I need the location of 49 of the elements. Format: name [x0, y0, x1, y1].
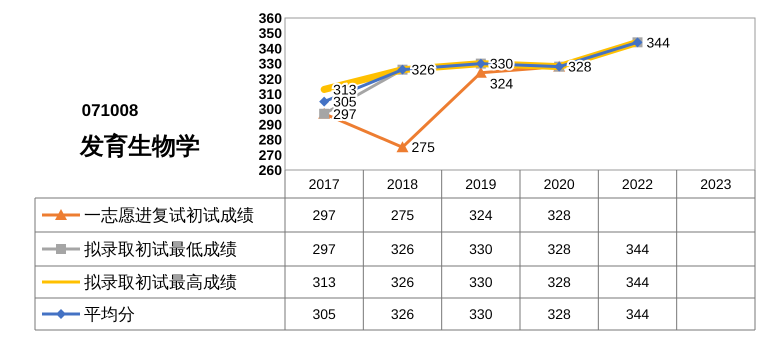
- annotation: 326: [412, 62, 436, 78]
- data-label: 328: [547, 274, 572, 290]
- data-label: 326: [390, 241, 414, 257]
- data-label: 344: [626, 306, 650, 322]
- data-label: 328: [547, 241, 572, 257]
- y-tick-label: 280: [258, 132, 282, 148]
- y-tick-label: 360: [258, 10, 282, 26]
- annotation: 328: [568, 58, 592, 75]
- y-tick-label: 300: [258, 101, 282, 118]
- data-label: 330: [469, 306, 493, 322]
- data-label: 326: [390, 306, 414, 322]
- y-tick-label: 350: [258, 25, 282, 42]
- data-label: 313: [312, 274, 336, 290]
- y-tick-label: 290: [258, 116, 282, 132]
- legend-label: 拟录取初试最低成绩: [84, 240, 237, 259]
- legend-label: 一志愿进复试初试成绩: [84, 206, 254, 225]
- data-label: 330: [469, 274, 493, 290]
- annotation: 324: [490, 76, 514, 92]
- text: 071008: [82, 101, 138, 120]
- data-label: 344: [626, 274, 650, 290]
- x-tick-label: 2018: [386, 176, 418, 192]
- data-label: 275: [390, 207, 414, 223]
- data-label: 330: [469, 241, 493, 257]
- point: [396, 141, 408, 152]
- point: [319, 96, 330, 107]
- data-label: 297: [312, 207, 336, 223]
- x-tick-label: 2023: [700, 176, 732, 192]
- data-label: 344: [626, 241, 650, 257]
- y-tick-label: 310: [258, 86, 282, 102]
- legend-label: 拟录取初试最高成绩: [84, 273, 237, 292]
- x-tick-label: 2019: [465, 176, 497, 192]
- data-label: 328: [547, 207, 572, 223]
- annotation: 275: [412, 139, 436, 156]
- data-label: 326: [390, 274, 414, 290]
- data-label: 328: [547, 306, 572, 322]
- y-tick-label: 270: [258, 146, 282, 163]
- text: 发育生物学: [79, 132, 200, 160]
- y-tick-label: 330: [258, 56, 282, 72]
- y-tick-label: 320: [258, 70, 282, 87]
- legend-label: 平均分: [84, 305, 135, 324]
- annotation: 344: [646, 34, 670, 50]
- data-label: 297: [312, 241, 336, 257]
- x-tick-label: 2020: [544, 176, 575, 192]
- y-tick-label: 260: [258, 162, 282, 178]
- x-tick-label: 2022: [622, 176, 654, 192]
- data-label: 305: [312, 306, 336, 322]
- y-tick-label: 340: [258, 40, 282, 56]
- data-label: 324: [469, 207, 493, 223]
- x-tick-label: 2017: [308, 176, 340, 192]
